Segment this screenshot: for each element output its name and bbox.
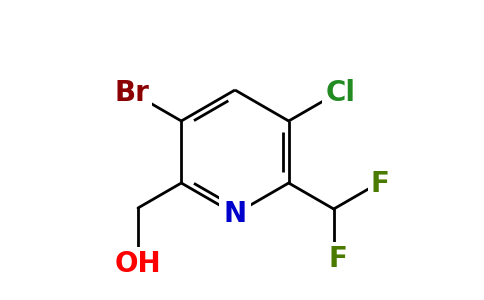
Text: F: F — [328, 245, 347, 273]
Text: Br: Br — [114, 79, 149, 107]
Text: OH: OH — [115, 250, 161, 278]
Text: F: F — [371, 170, 390, 198]
Text: N: N — [224, 200, 246, 228]
Text: Cl: Cl — [325, 79, 355, 107]
